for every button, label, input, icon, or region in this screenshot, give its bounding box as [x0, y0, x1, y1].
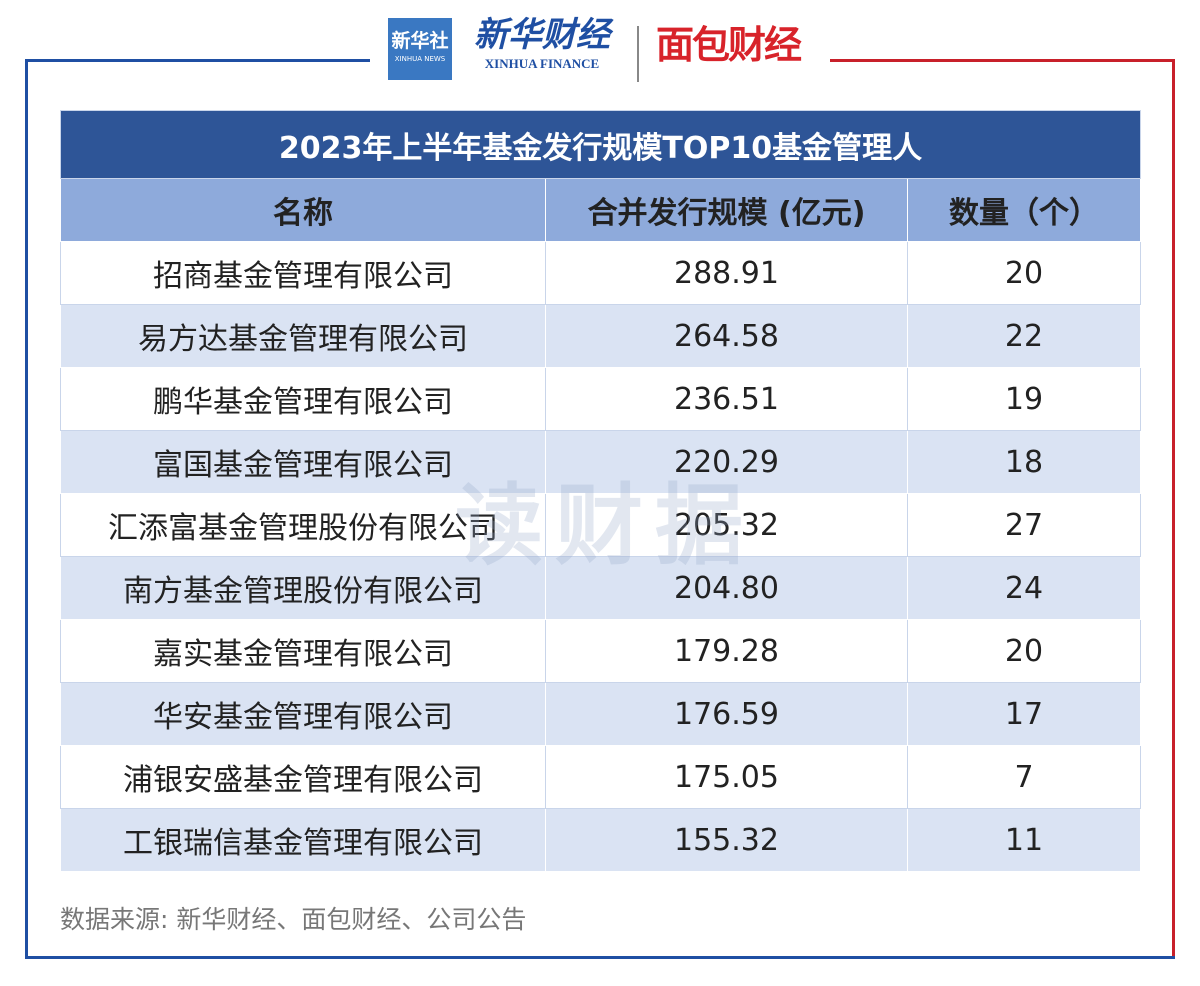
table-cell: 176.59	[545, 682, 908, 746]
table-cell: 264.58	[545, 304, 908, 368]
frame-line	[1172, 59, 1175, 956]
table-cell: 17	[907, 682, 1141, 746]
table-row: 汇添富基金管理股份有限公司 205.32 27	[60, 493, 1141, 557]
table-cell: 工银瑞信基金管理有限公司	[60, 808, 546, 872]
table-row: 鹏华基金管理有限公司 236.51 19	[60, 367, 1141, 431]
source-note: 数据来源: 新华财经、面包财经、公司公告	[60, 905, 527, 934]
logo: 新华社 XINHUA NEWS	[388, 18, 452, 80]
table-cell: 22	[907, 304, 1141, 368]
table: 2023年上半年基金发行规模TOP10基金管理人 名称 合并发行规模 (亿元) 数量…	[60, 110, 1141, 872]
table-cell: 南方基金管理股份有限公司	[60, 556, 546, 620]
table-cell: 175.05	[545, 745, 908, 809]
table-cell: 155.32	[545, 808, 908, 872]
frame-line	[25, 59, 370, 62]
table-cell: 易方达基金管理有限公司	[60, 304, 546, 368]
table-cell: 华安基金管理有限公司	[60, 682, 546, 746]
table-cell: 嘉实基金管理有限公司	[60, 619, 546, 683]
table-cell: 220.29	[545, 430, 908, 494]
table-cell: 205.32	[545, 493, 908, 557]
table-row: 富国基金管理有限公司 220.29 18	[60, 430, 1141, 494]
table-cell: 汇添富基金管理股份有限公司	[60, 493, 546, 557]
table-cell: 179.28	[545, 619, 908, 683]
table-row: 招商基金管理有限公司 288.91 20	[60, 241, 1141, 305]
frame-line	[25, 956, 1175, 959]
table-cell: 27	[907, 493, 1141, 557]
table-cell: 236.51	[545, 367, 908, 431]
table-row: 易方达基金管理有限公司 264.58 22	[60, 304, 1141, 368]
table-cell: 19	[907, 367, 1141, 431]
frame-line	[830, 59, 1175, 62]
table-row: 嘉实基金管理有限公司 179.28 20	[60, 619, 1141, 683]
table-title: 2023年上半年基金发行规模TOP10基金管理人	[60, 110, 1141, 179]
table-cell: 288.91	[545, 241, 908, 305]
table-cell: 数量（个）	[907, 178, 1141, 242]
separator	[637, 26, 639, 82]
table-cell: 浦银安盛基金管理有限公司	[60, 745, 546, 809]
watermark: 读财据	[455, 474, 756, 577]
logo-text: XINHUA NEWS	[394, 55, 446, 63]
frame-line	[25, 59, 28, 959]
table-row: 华安基金管理有限公司 176.59 17	[60, 682, 1141, 746]
table-cell: 11	[907, 808, 1141, 872]
table-row: 南方基金管理股份有限公司 204.80 24	[60, 556, 1141, 620]
table-cell: 20	[907, 619, 1141, 683]
table-cell: 204.80	[545, 556, 908, 620]
table-cell: 名称	[60, 178, 546, 242]
logo: 面包财经	[656, 23, 802, 67]
table-cell: 20	[907, 241, 1141, 305]
table-cell: 招商基金管理有限公司	[60, 241, 546, 305]
table-cell: 鹏华基金管理有限公司	[60, 367, 546, 431]
logo-text: XINHUA FINANCE	[484, 56, 600, 71]
table-row: 浦银安盛基金管理有限公司 175.05 7	[60, 745, 1141, 809]
table-cell: 7	[907, 745, 1141, 809]
table-cell: 富国基金管理有限公司	[60, 430, 546, 494]
logo-text: 新华财经	[474, 15, 610, 55]
logo: 新华财经 XINHUA FINANCE	[462, 14, 622, 72]
table-cell: 合并发行规模 (亿元)	[545, 178, 908, 242]
table-row: 名称 合并发行规模 (亿元) 数量（个）	[60, 178, 1141, 242]
logo-text: 新华社	[391, 30, 449, 52]
table-cell: 24	[907, 556, 1141, 620]
table-cell: 18	[907, 430, 1141, 494]
table-row: 工银瑞信基金管理有限公司 155.32 11	[60, 808, 1141, 872]
